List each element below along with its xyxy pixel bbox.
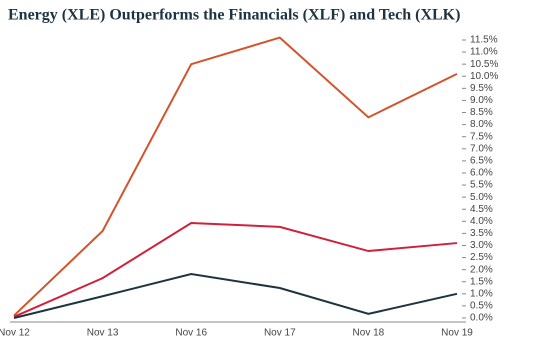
y-tick-label: 2.5% bbox=[470, 252, 493, 263]
y-tick-label: 8.5% bbox=[470, 107, 493, 118]
y-tick-label: 7.0% bbox=[470, 143, 493, 154]
y-tick-label: 9.0% bbox=[470, 95, 493, 106]
series-line bbox=[13, 36, 458, 317]
y-tick-label: 1.5% bbox=[470, 276, 493, 287]
y-tick-label: 0.5% bbox=[470, 301, 493, 312]
x-tick-label: Nov 18 bbox=[353, 328, 385, 339]
y-tick-label: 8.0% bbox=[470, 119, 493, 130]
x-tick-label: Nov 16 bbox=[175, 328, 207, 339]
y-tick-label: 4.0% bbox=[470, 216, 493, 227]
y-tick-label: 1.0% bbox=[470, 288, 493, 299]
y-tick-label: 3.0% bbox=[470, 240, 493, 251]
y-tick-label: 5.5% bbox=[470, 180, 493, 191]
x-tick-label: Nov 13 bbox=[87, 328, 119, 339]
y-tick-label: 10.5% bbox=[470, 59, 498, 70]
x-tick-label: Nov 17 bbox=[264, 328, 296, 339]
y-tick-label: 10.0% bbox=[470, 71, 498, 82]
series-line bbox=[13, 272, 458, 319]
y-tick-label: 11.5% bbox=[470, 35, 498, 46]
y-tick-label: 3.5% bbox=[470, 228, 493, 239]
y-tick-label: 2.0% bbox=[470, 264, 493, 275]
y-tick-label: 6.0% bbox=[470, 168, 493, 179]
y-tick-label: 5.0% bbox=[470, 192, 493, 203]
y-tick-label: 6.5% bbox=[470, 156, 493, 167]
x-tick-label: Nov 19 bbox=[441, 328, 473, 339]
x-tick-label: Nov 12 bbox=[0, 328, 30, 339]
y-tick-label: 0.0% bbox=[470, 313, 493, 324]
y-tick-label: 9.5% bbox=[470, 83, 493, 94]
y-tick-label: 4.5% bbox=[470, 204, 493, 215]
chart-title: Energy (XLE) Outperforms the Financials … bbox=[8, 7, 460, 24]
series-line bbox=[13, 221, 458, 318]
y-tick-label: 7.5% bbox=[470, 131, 493, 142]
y-tick-label: 11.0% bbox=[470, 47, 498, 58]
